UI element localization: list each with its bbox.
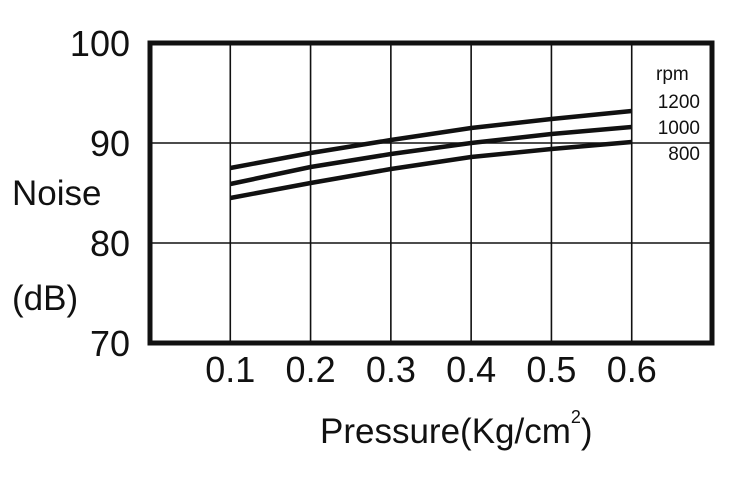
x-axis-title-superscript: 2 [571, 407, 581, 427]
legend-labels: 1200 1000 800 [658, 92, 700, 165]
y-tick-label-90: 90 [90, 123, 130, 164]
x-tick-labels: 0.1 0.2 0.3 0.4 0.5 0.6 [205, 349, 656, 390]
series-line-800-rpm [229, 139, 632, 201]
y-tick-labels: 70 80 90 100 [70, 23, 130, 364]
x-axis-title-close: ) [581, 412, 593, 451]
x-tick-label-0.4: 0.4 [446, 349, 496, 390]
series-lines [229, 108, 632, 201]
y-tick-label-100: 100 [70, 23, 130, 64]
x-axis-title-main: Pressure(Kg/cm [320, 412, 571, 451]
y-tick-label-80: 80 [90, 223, 130, 264]
x-tick-label-0.6: 0.6 [607, 349, 657, 390]
y-axis-title-line1: Noise [12, 174, 101, 213]
y-axis-title-line2: (dB) [12, 279, 78, 318]
legend-title: rpm [656, 64, 689, 85]
grid-lines [150, 43, 712, 343]
x-tick-label-0.3: 0.3 [366, 349, 416, 390]
legend-label-1200: 1200 [658, 92, 700, 113]
x-tick-label-0.5: 0.5 [526, 349, 576, 390]
plot-frame [147, 40, 715, 346]
series-line-1000-rpm [229, 124, 632, 187]
series-line-1200-rpm [229, 108, 632, 171]
y-tick-label-70: 70 [90, 323, 130, 364]
x-tick-label-0.2: 0.2 [286, 349, 336, 390]
x-axis-title: Pressure(Kg/cm2) [320, 407, 593, 451]
x-tick-label-0.1: 0.1 [205, 349, 255, 390]
legend-label-1000: 1000 [658, 118, 700, 139]
legend-label-800: 800 [668, 144, 700, 165]
